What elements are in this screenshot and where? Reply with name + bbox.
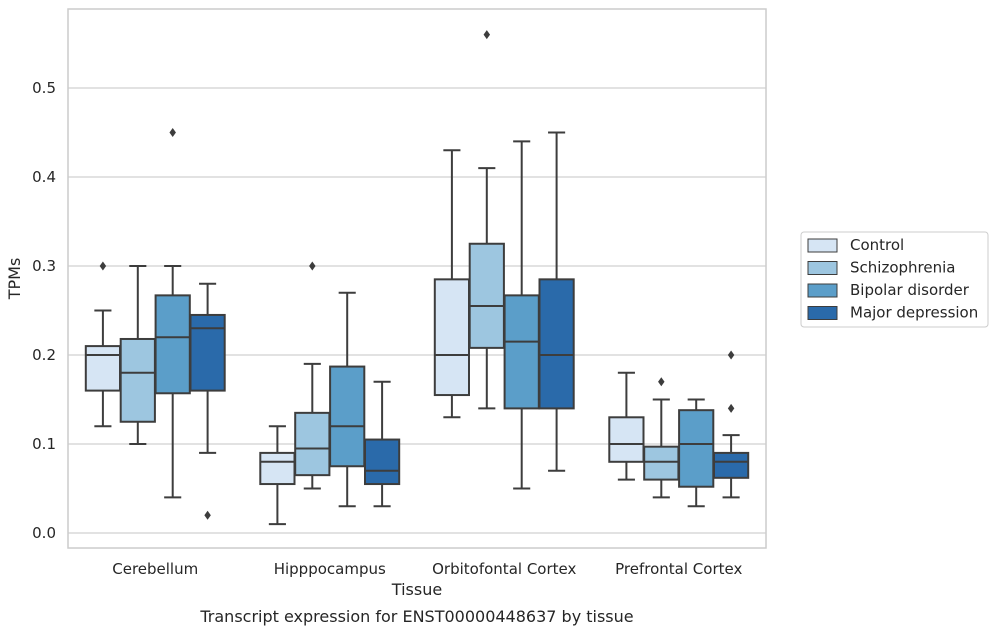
legend-label: Bipolar disorder	[850, 281, 970, 299]
box-1-3	[363, 380, 401, 508]
outlier-point	[727, 403, 735, 413]
legend-swatch	[807, 306, 838, 320]
legend-label: Schizophrenia	[850, 259, 955, 277]
box-body	[329, 365, 366, 468]
box-2-1	[468, 30, 505, 410]
box-3-0	[608, 371, 645, 481]
chart-caption: Transcript expression for ENST0000044863…	[199, 607, 633, 626]
x-tick-label: Hipppocampus	[274, 560, 386, 578]
plot-frame	[67, 8, 767, 549]
box-0-2	[154, 128, 191, 499]
box-body	[538, 278, 575, 410]
box-body	[189, 313, 226, 392]
y-tick-label: 0.2	[32, 346, 56, 364]
legend: Control Schizophrenia Bipolar disorder Majo…	[800, 231, 989, 328]
y-tick-label: 0.1	[32, 435, 56, 453]
box-series	[84, 30, 750, 526]
box-3-3	[712, 350, 750, 499]
box-1-1	[294, 261, 331, 490]
legend-label: Control	[850, 236, 904, 254]
box-0-3	[189, 282, 226, 520]
box-body	[468, 242, 505, 349]
outlier-point	[309, 261, 316, 271]
legend-item: Major depression	[807, 304, 978, 322]
y-tick-label: 0.3	[32, 257, 56, 275]
outlier-point	[658, 377, 665, 387]
box-body	[678, 409, 715, 488]
box-body	[84, 345, 122, 392]
outlier-point	[727, 350, 735, 360]
box-body	[643, 445, 680, 481]
x-tick-label: Orbitofontal Cortex	[432, 560, 576, 578]
x-tick-labels: Cerebellum Hipppocampus Orbitofontal Corte…	[112, 560, 742, 578]
box-body	[503, 294, 540, 410]
y-tick-label: 0.0	[32, 524, 56, 542]
outlier-point	[169, 128, 176, 137]
legend-label: Major depression	[850, 304, 978, 322]
legend-item: Control	[807, 236, 904, 254]
box-2-0	[433, 149, 471, 419]
legend-item: Bipolar disorder	[807, 281, 970, 299]
box-body	[259, 451, 296, 486]
box-2-2	[503, 140, 540, 490]
outlier-point	[204, 510, 211, 520]
box-body	[294, 411, 331, 477]
box-body	[363, 438, 401, 486]
x-tick-label: Cerebellum	[112, 560, 198, 578]
box-body	[712, 451, 750, 479]
outlier-point	[99, 261, 107, 271]
box-1-2	[329, 291, 366, 508]
box-1-0	[259, 425, 296, 526]
legend-frame	[800, 231, 989, 328]
box-0-1	[119, 265, 156, 445]
x-axis-label: Tissue	[391, 580, 442, 599]
box-3-1	[643, 377, 680, 499]
y-tick-labels: 0.0 0.1 0.2 0.3 0.4 0.5	[32, 79, 56, 542]
box-body	[608, 416, 645, 463]
y-tick-label: 0.4	[32, 168, 56, 186]
legend-swatch	[807, 283, 838, 298]
x-tick-label: Prefrontal Cortex	[615, 560, 742, 578]
box-body	[433, 278, 471, 397]
legend-item: Schizophrenia	[807, 259, 955, 277]
box-2-3	[538, 131, 575, 472]
legend-swatch	[807, 238, 838, 253]
y-axis-label: TPMs	[5, 258, 24, 301]
legend-items: Control Schizophrenia Bipolar disorder Majo…	[807, 236, 978, 322]
y-tick-label: 0.5	[32, 79, 56, 97]
box-body	[119, 337, 156, 423]
legend-swatch	[807, 261, 838, 275]
outlier-point	[483, 30, 491, 40]
box-0-0	[84, 261, 122, 428]
box-body	[154, 294, 191, 395]
box-3-2	[678, 398, 715, 508]
